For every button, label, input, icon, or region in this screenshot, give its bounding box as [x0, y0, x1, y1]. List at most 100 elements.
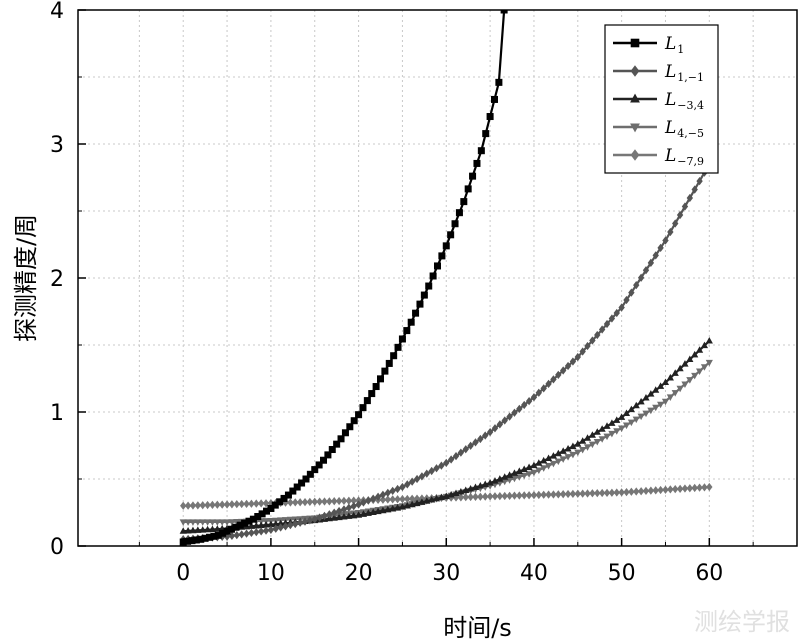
data-point	[696, 176, 703, 186]
watermark-text: 测绘学报	[694, 608, 790, 636]
data-point	[496, 420, 504, 429]
data-point	[510, 469, 519, 476]
data-point	[584, 341, 591, 351]
data-point	[676, 385, 684, 393]
data-point	[355, 411, 363, 419]
data-point	[350, 511, 358, 519]
data-point	[540, 490, 547, 499]
data-point	[321, 497, 328, 506]
data-point	[618, 488, 625, 497]
data-point	[525, 396, 533, 406]
data-point	[657, 243, 664, 253]
data-point	[608, 314, 616, 323]
data-point	[667, 227, 674, 237]
data-point	[622, 409, 631, 417]
data-point	[647, 486, 655, 495]
data-point	[686, 355, 694, 362]
data-point	[559, 447, 567, 454]
data-point	[326, 510, 333, 519]
data-point	[521, 400, 528, 410]
data-point	[618, 425, 626, 433]
data-point	[560, 490, 567, 499]
data-point	[623, 487, 630, 497]
data-point	[630, 123, 640, 133]
data-point	[394, 495, 401, 504]
data-point	[399, 482, 406, 492]
data-point	[652, 251, 659, 260]
data-point	[652, 486, 659, 495]
data-point	[486, 492, 494, 501]
data-point	[642, 486, 650, 496]
data-point	[501, 416, 508, 425]
data-point	[589, 336, 596, 345]
data-point	[477, 147, 485, 155]
data-point	[681, 202, 689, 211]
data-point	[506, 491, 513, 500]
data-point	[496, 491, 504, 501]
data-point	[632, 416, 640, 424]
data-point	[248, 499, 255, 508]
data-point	[447, 455, 455, 464]
data-point	[579, 489, 586, 498]
data-point	[179, 519, 187, 526]
data-point	[647, 258, 655, 267]
data-point	[389, 495, 396, 504]
data-point	[530, 469, 538, 477]
data-point	[335, 506, 343, 516]
data-point	[594, 330, 601, 340]
data-point	[603, 488, 611, 497]
x-tick-label: 40	[520, 561, 548, 586]
data-point	[506, 412, 513, 421]
data-point	[238, 499, 245, 509]
data-point	[613, 428, 621, 435]
legend-item: L1,−1	[613, 62, 704, 84]
data-point	[633, 281, 640, 290]
data-point	[364, 509, 372, 516]
data-point	[194, 519, 202, 526]
data-point	[569, 489, 577, 499]
data-point	[311, 497, 318, 506]
legend: L1 L1,−1 L−3,4 L4,−5 L−7,9	[604, 24, 719, 174]
data-point	[203, 525, 212, 533]
data-point	[306, 497, 314, 507]
data-point	[691, 350, 699, 358]
data-point	[491, 424, 499, 433]
data-point	[540, 456, 548, 464]
data-point	[588, 441, 596, 449]
data-point	[637, 397, 645, 405]
data-point	[316, 497, 323, 506]
data-point	[223, 500, 231, 509]
data-point	[204, 500, 211, 510]
data-point	[530, 393, 538, 402]
data-point	[331, 497, 338, 506]
data-point	[630, 93, 640, 103]
data-point	[316, 513, 323, 522]
data-point	[525, 491, 533, 500]
data-point	[603, 433, 611, 441]
data-point	[676, 484, 684, 493]
data-point	[477, 434, 484, 444]
data-point	[331, 508, 338, 517]
data-point	[429, 272, 437, 280]
data-point	[511, 408, 518, 417]
data-point	[335, 496, 343, 506]
data-point	[579, 446, 587, 454]
data-point	[486, 427, 494, 437]
data-point	[691, 185, 698, 194]
data-point	[584, 489, 591, 498]
data-point	[328, 446, 336, 454]
data-point	[302, 475, 310, 483]
data-point	[603, 319, 611, 329]
data-point	[520, 472, 528, 480]
data-point	[189, 519, 197, 526]
data-point	[372, 383, 380, 391]
data-point	[413, 499, 421, 507]
data-point	[661, 398, 670, 406]
legend-item: L1	[613, 34, 684, 56]
data-point	[292, 498, 299, 507]
data-point	[425, 282, 433, 290]
data-point	[608, 430, 616, 438]
data-point	[530, 461, 538, 469]
data-point	[686, 484, 694, 493]
data-point	[209, 500, 216, 510]
